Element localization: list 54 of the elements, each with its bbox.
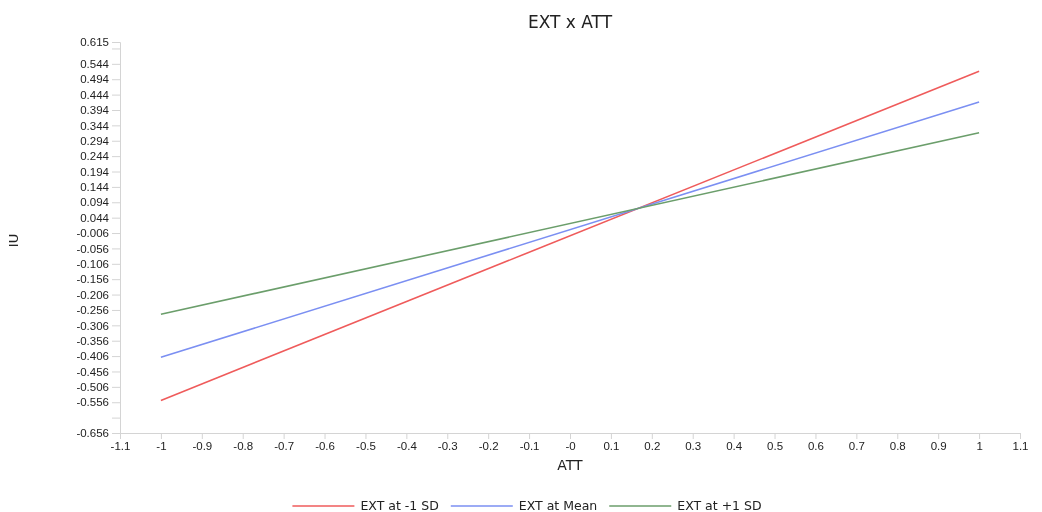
y-tick-label: -0.256 [76,304,109,317]
y-tick-label: -0.406 [76,350,109,363]
x-tick-label: -0.3 [437,440,458,453]
y-tick-label: 0.615 [80,36,109,49]
y-tick-label: 0.544 [80,58,110,71]
x-tick-label: 0.2 [644,440,661,453]
x-tick-label: 0.4 [726,440,743,453]
y-tick-label: -0.156 [76,273,109,286]
x-tick-label: 0.8 [889,440,906,453]
y-tick-label: 0.094 [80,196,110,209]
y-tick-label: -0.206 [76,288,109,301]
y-tick-label: -0.306 [76,319,109,332]
legend-label: EXT at -1 SD [360,498,439,512]
x-tick-label: -0.7 [274,440,295,453]
legend-label: EXT at +1 SD [677,498,762,512]
x-tick-label: -0.2 [478,440,499,453]
y-tick-label: 0.444 [80,88,110,101]
y-axis-title: IU [6,233,21,248]
y-tick-label: 0.244 [80,150,110,163]
x-tick-label: -0.1 [519,440,540,453]
y-tick-label: -0.006 [76,227,109,240]
x-tick-label: -0 [565,440,576,453]
y-tick-label: 0.344 [80,119,110,132]
x-tick-label: 0.1 [603,440,620,453]
x-tick-label: -1.1 [110,440,131,453]
x-tick-label: 0.3 [685,440,702,453]
x-tick-label: -0.5 [356,440,376,453]
x-tick-label: 0.9 [930,440,947,453]
y-tick-label: -0.656 [76,427,109,440]
x-tick-label: 1 [976,440,983,453]
x-tick-label: 0.7 [848,440,865,453]
x-tick-label: -0.9 [192,440,213,453]
x-tick-label: 1.1 [1012,440,1029,453]
y-tick-label: -0.356 [76,334,109,347]
x-axis-title: ATT [557,457,584,473]
y-tick-label: 0.394 [80,104,110,117]
x-tick-label: -1 [156,440,167,453]
y-tick-label: 0.194 [80,165,110,178]
y-tick-label: 0.144 [80,181,110,194]
legend-label: EXT at Mean [518,498,598,512]
y-tick-label: -0.106 [76,257,109,270]
y-tick-label: 0.494 [80,73,110,86]
x-tick-label: -0.8 [233,440,254,453]
y-tick-label: 0.044 [80,211,110,224]
x-tick-label: -0.4 [396,440,418,453]
y-tick-label: -0.056 [76,242,109,255]
y-tick-label: 0.294 [80,134,110,147]
chart-title: EXT x ATT [527,12,613,32]
y-tick-label: -0.456 [76,365,109,378]
y-tick-label: -0.506 [76,381,109,394]
y-tick-label: -0.556 [76,396,109,409]
x-tick-label: -0.6 [315,440,335,453]
x-tick-label: 0.5 [767,440,784,453]
x-tick-label: 0.6 [807,440,824,453]
